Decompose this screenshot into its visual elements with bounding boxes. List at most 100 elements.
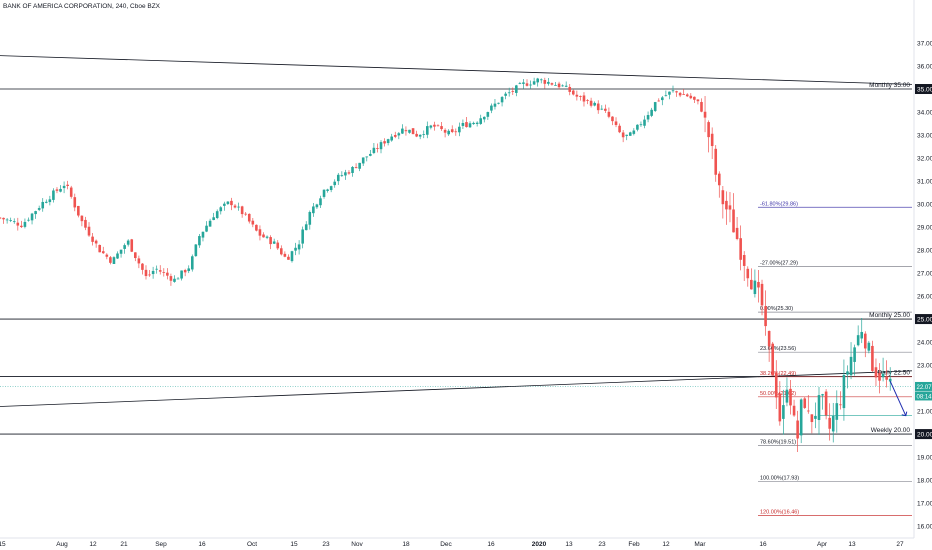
- candle-body: [871, 345, 874, 371]
- candle-body: [742, 255, 746, 266]
- projection-arrow: [889, 380, 907, 416]
- candle-body: [361, 157, 365, 164]
- time-axis-label: Feb: [628, 541, 640, 548]
- candle-body: [799, 399, 803, 436]
- candle-body: [621, 132, 625, 138]
- candle-body: [885, 376, 888, 380]
- candle-body: [440, 126, 443, 130]
- candle-body: [586, 100, 589, 101]
- candle-body: [5, 219, 9, 221]
- time-axis-label: 16: [759, 541, 767, 548]
- candle-body: [87, 226, 91, 236]
- candle-body: [454, 131, 458, 133]
- candle-body: [450, 129, 454, 133]
- candle-body: [258, 229, 262, 236]
- candle-body: [126, 240, 130, 245]
- price-axis-label: 18.00: [917, 478, 932, 485]
- candle-body: [568, 86, 572, 92]
- candle-body: [532, 81, 536, 85]
- price-axis-label: 37.00: [917, 41, 932, 48]
- candle-body: [764, 306, 767, 327]
- fib-level-label: 50.00%(21.62): [760, 391, 796, 397]
- candle-body: [354, 167, 358, 169]
- candle-body: [372, 147, 376, 153]
- candle-body: [393, 135, 397, 137]
- candle-body: [614, 121, 618, 125]
- time-axis-label: 27: [896, 541, 904, 548]
- candle-body: [500, 97, 504, 103]
- candle-body: [404, 130, 408, 132]
- price-axis-label: 33.00: [917, 133, 932, 140]
- candle-body: [336, 174, 340, 182]
- time-axis-label: 13: [565, 541, 573, 548]
- candle-body: [839, 404, 842, 406]
- candle-body: [707, 122, 710, 138]
- candle-body: [105, 254, 109, 257]
- candle-body: [158, 270, 162, 272]
- candle-body: [518, 83, 522, 85]
- chart-title: BANK OF AMERICA CORPORATION, 240, Cboe B…: [3, 3, 161, 10]
- price-tag-label: 22.07: [917, 385, 932, 391]
- candle-body: [849, 356, 853, 376]
- candle-body: [646, 115, 650, 120]
- time-axis-label: 16: [487, 541, 495, 548]
- candle-body: [685, 94, 689, 97]
- candle-body: [465, 122, 468, 128]
- candle-body: [461, 122, 465, 126]
- candle-body: [91, 236, 94, 242]
- candle-body: [219, 207, 223, 212]
- candle-body: [98, 244, 102, 253]
- price-axis-label: 32.00: [917, 156, 932, 163]
- trendline: [0, 55, 913, 85]
- candle-body: [618, 125, 621, 133]
- candle-body: [607, 111, 611, 117]
- candle-body: [529, 84, 532, 86]
- candle-body: [863, 333, 867, 349]
- candle-body: [422, 134, 426, 135]
- candle-body: [490, 105, 493, 111]
- candle-body: [789, 388, 792, 406]
- candle-body: [717, 173, 721, 186]
- candle-body: [358, 162, 361, 169]
- candle-body: [433, 124, 436, 127]
- time-axis-label: 16: [198, 541, 206, 548]
- candle-body: [411, 128, 415, 135]
- candle-body: [732, 209, 735, 233]
- candle-body: [123, 245, 126, 249]
- candle-body: [351, 166, 354, 173]
- candle-body: [84, 219, 87, 228]
- candle-body: [831, 415, 835, 432]
- candle-body: [233, 205, 237, 208]
- candle-body: [272, 241, 276, 244]
- candle-body: [155, 268, 158, 270]
- fib-level-label: 78.60%(19.51): [760, 439, 796, 445]
- candle-body: [276, 242, 280, 249]
- candle-body: [767, 330, 771, 347]
- candle-body: [187, 268, 191, 272]
- candle-body: [20, 225, 23, 228]
- price-axis-label: 25.00: [917, 317, 932, 324]
- candle-body: [703, 111, 707, 118]
- price-axis-label: 16.00: [917, 524, 932, 531]
- time-axis-label: 15: [0, 541, 6, 548]
- candle-body: [511, 91, 515, 92]
- candle-body: [244, 213, 247, 215]
- candle-body: [582, 95, 586, 102]
- candle-body: [308, 212, 312, 225]
- candle-body: [557, 83, 561, 88]
- time-axis-label: Dec: [440, 541, 452, 548]
- candle-body: [571, 90, 575, 95]
- candle-body: [554, 85, 557, 86]
- candle-body: [714, 148, 718, 175]
- candle-body: [0, 217, 2, 219]
- time-axis-label: 23: [598, 541, 606, 548]
- price-axis-highlight: [915, 429, 932, 440]
- candle-body: [426, 126, 429, 135]
- candle-body: [240, 206, 244, 215]
- price-axis-label: 29.00: [917, 225, 932, 232]
- candle-body: [94, 240, 98, 244]
- price-axis-label: 21.00: [917, 409, 932, 416]
- candle-body: [589, 100, 593, 106]
- candle-body: [173, 278, 176, 282]
